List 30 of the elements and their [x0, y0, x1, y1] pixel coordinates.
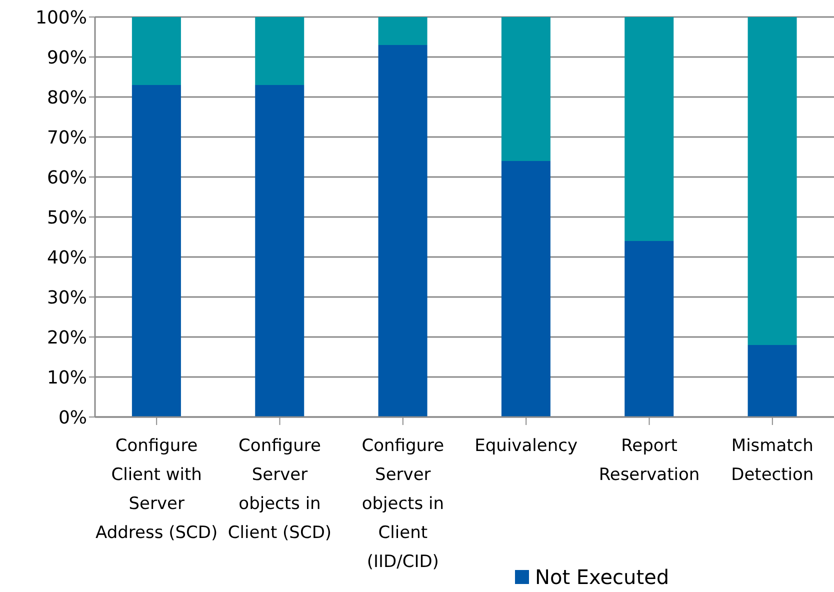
x-tick-label: Configure Server objects in Client (IID/CID) — [362, 436, 444, 572]
y-tick-label: 20% — [46, 327, 87, 348]
bar — [132, 85, 181, 417]
x-tick-label: Equivalency — [474, 436, 578, 456]
legend-label: Not Executed — [535, 565, 670, 589]
bar — [624, 17, 674, 241]
x-tick-label: Configure Server objects in Client (SCD) — [228, 436, 332, 543]
y-tick-label: 30% — [46, 287, 87, 308]
bar — [624, 241, 674, 417]
y-tick-label: 40% — [46, 247, 87, 268]
y-tick-label: 80% — [46, 87, 87, 108]
bar — [748, 17, 797, 345]
y-tick-label: 90% — [46, 47, 87, 68]
bar — [501, 161, 550, 417]
bar — [132, 17, 181, 85]
x-tick-label: Mismatch Detection — [731, 436, 814, 485]
bar — [501, 17, 550, 161]
bar — [748, 345, 797, 417]
y-tick-label: 60% — [46, 167, 87, 188]
y-tick-label: 100% — [36, 7, 87, 28]
x-tick-label: Configure Client with Server Address (SCD) — [96, 436, 218, 543]
bar — [378, 45, 428, 417]
y-tick-label: 0% — [58, 407, 87, 428]
bar — [378, 17, 428, 45]
y-tick-label: 50% — [46, 207, 87, 228]
bar — [255, 17, 304, 85]
y-tick-label: 10% — [46, 367, 87, 388]
x-tick-label: Report Reservation — [598, 436, 700, 485]
y-tick-label: 70% — [46, 127, 87, 148]
bar — [255, 85, 304, 417]
